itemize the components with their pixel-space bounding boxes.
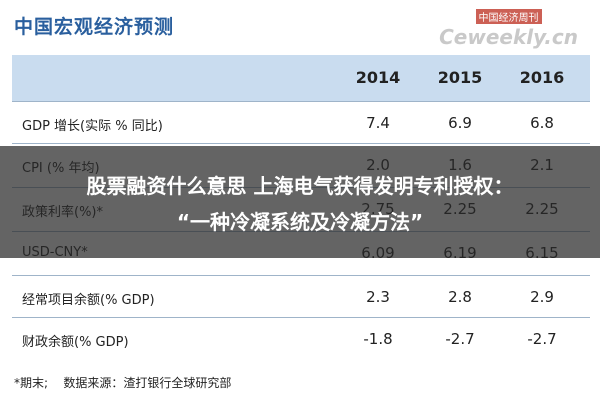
table-header: 2014 2015 2016 [12, 55, 590, 101]
cell: 2.9 [530, 288, 554, 306]
cell: -2.7 [445, 330, 475, 348]
footer: *期末; 数据来源：渣打银行全球研究部 [14, 374, 231, 391]
table-row: 财政余额(% GDP) -1.8 -2.7 -2.7 [12, 317, 590, 362]
footer-source: 数据来源：渣打银行全球研究部 [63, 376, 232, 390]
column-header: 2014 [355, 68, 401, 87]
cell: 6.8 [530, 114, 554, 132]
banner: 股票融资什么意思 上海电气获得发明专利授权： “一种冷凝系统及冷凝方法” [0, 146, 600, 258]
watermark-badge: 中国经济周刊 [475, 9, 542, 24]
cell: 7.4 [366, 114, 390, 132]
title: 中国宏观经济预测 [14, 16, 175, 38]
cell: 6.9 [448, 114, 472, 132]
table-row: 经常项目余额(% GDP) 2.3 2.8 2.9 [12, 275, 590, 320]
cell: -1.8 [363, 330, 393, 348]
watermark: 中国经济周刊 Ceweekly.cn [439, 6, 578, 49]
watermark-text: Ceweekly.cn [439, 25, 578, 49]
row-label: GDP 增长(实际 % 同比) [22, 119, 163, 134]
cell: 2.3 [366, 288, 390, 306]
banner-line: 股票融资什么意思 上海电气获得发明专利授权： [86, 174, 514, 198]
row-label: 经常项目余额(% GDP) [22, 293, 155, 308]
cell: 2.8 [448, 288, 472, 306]
row-label: 财政余额(% GDP) [22, 335, 129, 350]
table-row: GDP 增长(实际 % 同比) 7.4 6.9 6.8 [12, 101, 590, 146]
banner-line: “一种冷凝系统及冷凝方法” [176, 210, 424, 234]
column-header: 2016 [519, 68, 565, 87]
column-header: 2015 [437, 68, 483, 87]
footer-note: *期末; [14, 376, 49, 390]
cell: -2.7 [527, 330, 557, 348]
